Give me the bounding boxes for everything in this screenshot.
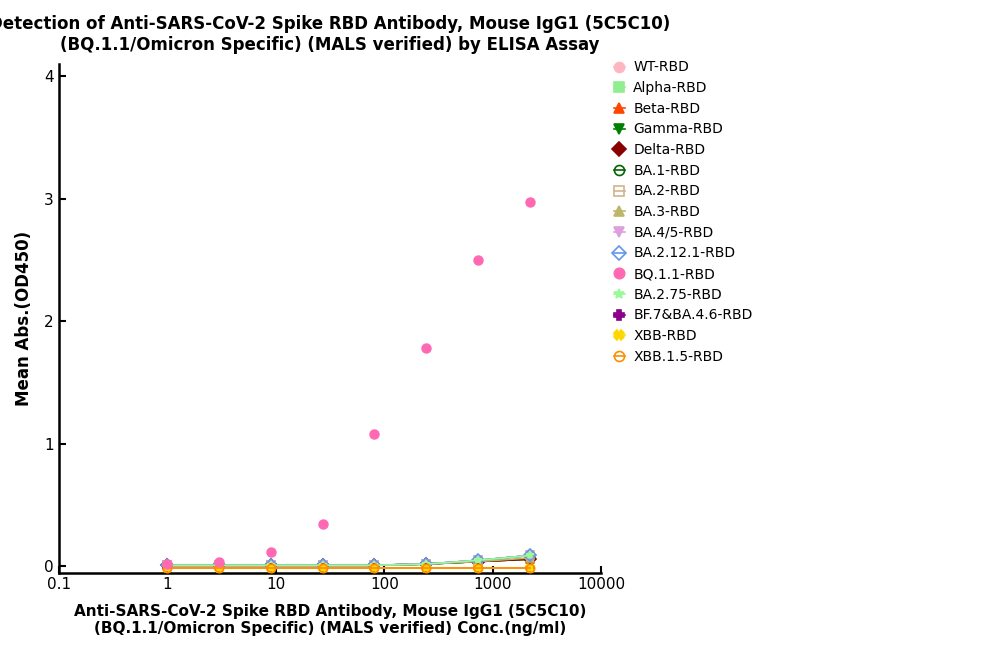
- XBB.1.5-RBD: [265, 564, 277, 572]
- BA.2-RBD: [420, 560, 432, 568]
- Gamma-RBD: [213, 561, 225, 569]
- Line: BA.2.12.1-RBD: BA.2.12.1-RBD: [163, 551, 534, 570]
- BQ.1.1-RBD: [265, 548, 277, 556]
- Line: Gamma-RBD: Gamma-RBD: [163, 555, 534, 570]
- BQ.1.1-RBD: [317, 519, 329, 527]
- XBB-RBD: [420, 564, 432, 572]
- Gamma-RBD: [420, 560, 432, 568]
- BF.7&BA.4.6-RBD: [524, 564, 536, 572]
- Legend: WT-RBD, Alpha-RBD, Beta-RBD, Gamma-RBD, Delta-RBD, BA.1-RBD, BA.2-RBD, BA.3-RBD,: WT-RBD, Alpha-RBD, Beta-RBD, Gamma-RBD, …: [614, 61, 753, 364]
- Gamma-RBD: [472, 558, 484, 566]
- BQ.1.1-RBD: [213, 558, 225, 566]
- BA.4/5-RBD: [161, 561, 173, 569]
- WT-RBD: [317, 561, 329, 569]
- XBB.1.5-RBD: [161, 564, 173, 572]
- Gamma-RBD: [524, 555, 536, 563]
- Title: Detection of Anti-SARS-CoV-2 Spike RBD Antibody, Mouse IgG1 (5C5C10)
(BQ.1.1/Omi: Detection of Anti-SARS-CoV-2 Spike RBD A…: [0, 15, 671, 54]
- Delta-RBD: [420, 560, 432, 568]
- BA.2.12.1-RBD: [213, 561, 225, 569]
- WT-RBD: [265, 561, 277, 569]
- BA.1-RBD: [317, 561, 329, 569]
- BA.2-RBD: [317, 561, 329, 569]
- BA.3-RBD: [265, 561, 277, 569]
- Line: BA.4/5-RBD: BA.4/5-RBD: [163, 551, 534, 570]
- XBB.1.5-RBD: [420, 564, 432, 572]
- BA.2.75-RBD: [317, 561, 329, 569]
- Alpha-RBD: [420, 560, 432, 568]
- BA.2-RBD: [368, 561, 380, 569]
- BA.2.75-RBD: [265, 561, 277, 569]
- BA.4/5-RBD: [368, 561, 380, 569]
- Delta-RBD: [472, 558, 484, 566]
- XBB-RBD: [265, 564, 277, 572]
- BF.7&BA.4.6-RBD: [317, 564, 329, 572]
- XBB-RBD: [161, 564, 173, 572]
- Gamma-RBD: [161, 561, 173, 569]
- Line: XBB-RBD: XBB-RBD: [163, 564, 534, 572]
- Line: BA.2-RBD: BA.2-RBD: [163, 551, 534, 570]
- BA.1-RBD: [472, 557, 484, 564]
- XBB.1.5-RBD: [472, 564, 484, 572]
- BQ.1.1-RBD: [472, 256, 484, 264]
- WT-RBD: [161, 561, 173, 569]
- BA.3-RBD: [213, 561, 225, 569]
- XBB-RBD: [524, 564, 536, 572]
- BA.3-RBD: [161, 561, 173, 569]
- XBB.1.5-RBD: [368, 564, 380, 572]
- BF.7&BA.4.6-RBD: [472, 564, 484, 572]
- XBB.1.5-RBD: [524, 564, 536, 572]
- BA.3-RBD: [368, 561, 380, 569]
- BA.4/5-RBD: [420, 560, 432, 568]
- Gamma-RBD: [265, 561, 277, 569]
- BA.1-RBD: [265, 561, 277, 569]
- BF.7&BA.4.6-RBD: [265, 564, 277, 572]
- BA.1-RBD: [368, 561, 380, 569]
- Beta-RBD: [265, 561, 277, 569]
- Line: BF.7&BA.4.6-RBD: BF.7&BA.4.6-RBD: [163, 564, 534, 572]
- Beta-RBD: [524, 555, 536, 563]
- Delta-RBD: [317, 561, 329, 569]
- Line: BA.2.75-RBD: BA.2.75-RBD: [163, 551, 534, 570]
- Delta-RBD: [213, 561, 225, 569]
- Beta-RBD: [472, 558, 484, 566]
- Beta-RBD: [213, 561, 225, 569]
- Line: Alpha-RBD: Alpha-RBD: [163, 555, 534, 570]
- Alpha-RBD: [265, 561, 277, 569]
- WT-RBD: [213, 561, 225, 569]
- Beta-RBD: [317, 561, 329, 569]
- BA.2.12.1-RBD: [368, 561, 380, 569]
- BQ.1.1-RBD: [368, 430, 380, 438]
- X-axis label: Anti-SARS-CoV-2 Spike RBD Antibody, Mouse IgG1 (5C5C10)
(BQ.1.1/Omicron Specific: Anti-SARS-CoV-2 Spike RBD Antibody, Mous…: [74, 603, 586, 636]
- BF.7&BA.4.6-RBD: [420, 564, 432, 572]
- BA.2.75-RBD: [161, 561, 173, 569]
- Y-axis label: Mean Abs.(OD450): Mean Abs.(OD450): [15, 230, 33, 406]
- WT-RBD: [524, 555, 536, 563]
- BA.2.75-RBD: [472, 557, 484, 564]
- Gamma-RBD: [368, 561, 380, 569]
- Alpha-RBD: [472, 558, 484, 566]
- BA.4/5-RBD: [317, 561, 329, 569]
- BF.7&BA.4.6-RBD: [368, 564, 380, 572]
- XBB-RBD: [213, 564, 225, 572]
- BA.3-RBD: [420, 560, 432, 568]
- XBB-RBD: [472, 564, 484, 572]
- Line: BQ.1.1-RBD: BQ.1.1-RBD: [163, 198, 534, 568]
- Gamma-RBD: [317, 561, 329, 569]
- BA.2-RBD: [213, 561, 225, 569]
- BA.4/5-RBD: [213, 561, 225, 569]
- BA.2-RBD: [161, 561, 173, 569]
- Alpha-RBD: [317, 561, 329, 569]
- BQ.1.1-RBD: [524, 199, 536, 206]
- BA.2-RBD: [524, 551, 536, 559]
- BA.2.12.1-RBD: [317, 561, 329, 569]
- BQ.1.1-RBD: [420, 344, 432, 352]
- BA.1-RBD: [524, 551, 536, 559]
- BA.2.75-RBD: [524, 551, 536, 559]
- WT-RBD: [420, 560, 432, 568]
- BA.2-RBD: [265, 561, 277, 569]
- Line: XBB.1.5-RBD: XBB.1.5-RBD: [163, 564, 534, 572]
- BA.3-RBD: [472, 558, 484, 566]
- BA.1-RBD: [213, 561, 225, 569]
- BA.2.12.1-RBD: [161, 561, 173, 569]
- BA.4/5-RBD: [265, 561, 277, 569]
